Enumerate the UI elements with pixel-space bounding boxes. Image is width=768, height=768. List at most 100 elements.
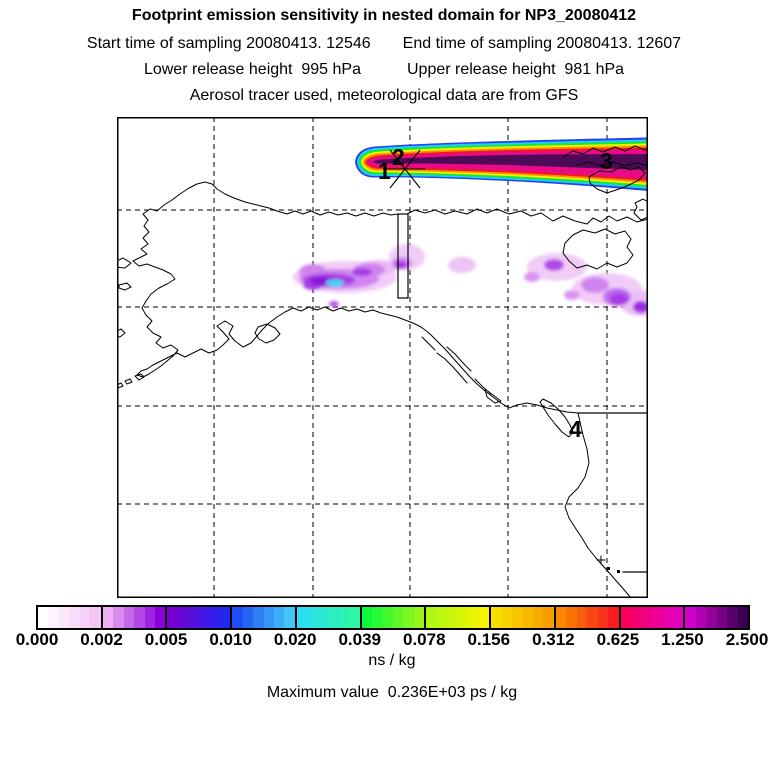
sensitivity-blob — [544, 259, 564, 271]
colorbar-cell — [532, 607, 544, 628]
colorbar — [36, 605, 750, 630]
max-value-text: Maximum value 0.236E+03 ps / kg — [266, 684, 518, 701]
coastlines — [114, 145, 649, 599]
map-svg: 1 2 3 4 — [114, 117, 660, 599]
release-site-marker — [384, 149, 425, 189]
colorbar-cell — [685, 607, 696, 628]
map-frame — [117, 117, 648, 598]
upper-release-text: Upper release height 981 hPa — [407, 61, 625, 78]
colorbar-cell — [436, 607, 448, 628]
colorbar-cell — [296, 607, 308, 628]
colorbar-cell — [79, 607, 91, 628]
colorbar-cell — [198, 607, 210, 628]
colorbar-cell — [219, 607, 231, 628]
plume-layer-dark-core — [373, 154, 648, 170]
tracer-info-text: Aerosol tracer used, meteorological data… — [189, 87, 579, 104]
marker-2: 2 — [392, 144, 405, 170]
graticule — [117, 117, 648, 598]
nested-domain-box — [397, 213, 409, 299]
colorbar-cell — [651, 607, 663, 628]
colorbar-cell — [426, 607, 437, 628]
colorbar-cell — [349, 607, 360, 628]
colorbar-segment — [359, 607, 425, 628]
coastline-arctic-islands — [562, 145, 649, 167]
colorbar-tick-label: 0.625 — [596, 630, 640, 649]
colorbar-cell — [555, 607, 567, 628]
colorbar-cell — [38, 607, 49, 628]
marker-1: 1 — [378, 158, 391, 184]
end-time-text: End time of sampling 20080413. 12607 — [402, 35, 682, 52]
colorbar-cell — [263, 607, 275, 628]
colorbar-segment — [100, 607, 166, 628]
coastline-kodiak-island — [254, 323, 281, 344]
coastline-panhandle-islands — [421, 336, 502, 404]
colorbar-cell — [727, 607, 738, 628]
colorbar-cell — [662, 607, 673, 628]
coastline-great-bear-lake — [562, 228, 634, 270]
colorbar-cell — [706, 607, 717, 628]
coastline-arctic-coast — [142, 181, 649, 225]
colorbar-tick-label: 0.002 — [80, 630, 123, 649]
colorbar-cell — [338, 607, 350, 628]
sensitivity-blob-field — [293, 244, 660, 316]
sensitivity-blob-cyan-core — [326, 279, 344, 287]
colorbar-cell — [620, 607, 632, 628]
colorbar-cell — [631, 607, 642, 628]
colorbar-cell — [491, 607, 502, 628]
colorbar-cell — [90, 607, 101, 628]
sensitivity-blob — [395, 261, 407, 269]
colorbar-cell — [478, 607, 490, 628]
colorbar-cell — [167, 607, 178, 628]
colorbar-segment — [230, 607, 295, 628]
colorbar-cell — [413, 607, 425, 628]
colorbar-cell — [608, 607, 619, 628]
colorbar-cell — [447, 607, 458, 628]
colorbar-cell — [672, 607, 684, 628]
page-title: Footprint emission sensitivity in nested… — [131, 7, 637, 24]
sampling-time-line: Start time of sampling 20080413. 12546 En… — [0, 35, 768, 53]
colorbar-cell — [641, 607, 652, 628]
small-island-dot — [607, 567, 610, 570]
colorbar-segment — [683, 607, 749, 628]
colorbar-cell — [253, 607, 264, 628]
colorbar-tick-label: 0.312 — [532, 630, 575, 649]
colorbar-cell — [403, 607, 414, 628]
colorbar-units-label: ns / kg — [368, 652, 416, 669]
colorbar-tick-label: 0.020 — [273, 630, 317, 649]
colorbar-cell — [372, 607, 383, 628]
colorbar-cell — [274, 607, 285, 628]
colorbar-cell — [328, 607, 339, 628]
colorbar-cell — [737, 607, 749, 628]
colorbar-segment — [38, 607, 101, 628]
marker-4: 4 — [569, 416, 582, 442]
colorbar-cell — [177, 607, 189, 628]
colorbar-segment — [165, 607, 231, 628]
sensitivity-blob — [524, 272, 540, 282]
colorbar-cell — [597, 607, 609, 628]
sensitivity-blob — [564, 290, 580, 300]
small-island-dot — [617, 570, 620, 573]
map-canvas: 1 2 3 4 — [114, 117, 660, 599]
colorbar-cell — [232, 607, 243, 628]
sensitivity-blob — [581, 277, 609, 293]
colorbar-cell — [576, 607, 588, 628]
marker-3: 3 — [600, 148, 613, 174]
colorbar-cell — [284, 607, 295, 628]
colorbar-tick-label: 2.500 — [725, 630, 768, 649]
colorbar-cell — [512, 607, 523, 628]
colorbar-tick-label: 0.078 — [402, 630, 446, 649]
colorbar-cell — [102, 607, 114, 628]
colorbar-cell — [209, 607, 220, 628]
colorbar-cell — [501, 607, 513, 628]
sensitivity-blob — [329, 301, 339, 307]
colorbar-cell — [242, 607, 254, 628]
colorbar-tick-label: 0.039 — [338, 630, 381, 649]
colorbar-cell — [48, 607, 59, 628]
colorbar-cell — [468, 607, 479, 628]
colorbar-cell — [134, 607, 145, 628]
release-height-line: Lower release height 995 hPa Upper releas… — [0, 61, 768, 79]
emission-plume — [355, 137, 648, 191]
colorbar-cell — [543, 607, 554, 628]
colorbar-cell — [307, 607, 318, 628]
colorbar-segment — [424, 607, 490, 628]
